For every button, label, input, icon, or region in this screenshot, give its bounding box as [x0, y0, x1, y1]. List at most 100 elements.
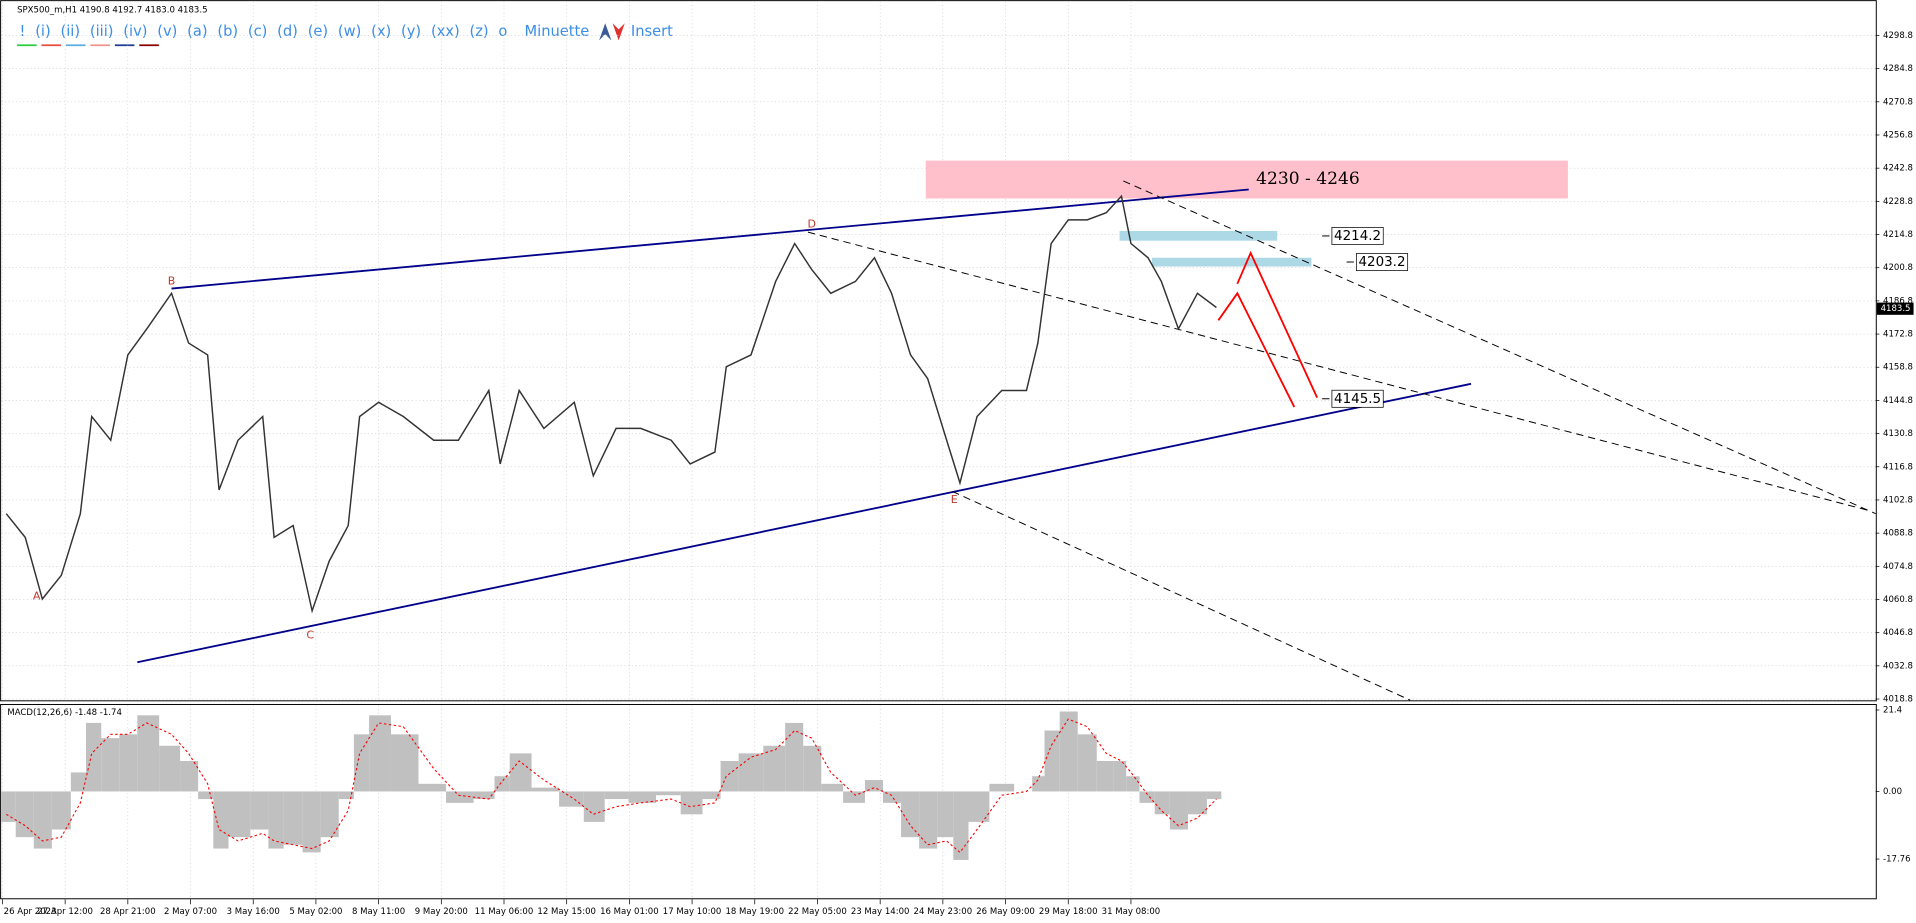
toolbar-button[interactable]: (e) [308, 23, 328, 40]
macd-bar [15, 791, 34, 838]
toolbar-button[interactable]: Minuette [525, 23, 590, 40]
macd-bar [1206, 791, 1222, 800]
macd-bar [119, 734, 138, 792]
macd-bar [1059, 711, 1078, 792]
toolbar-button[interactable]: (d) [277, 23, 298, 40]
toolbar-button[interactable]: (iii) [90, 23, 114, 40]
macd-bar [583, 791, 605, 822]
toolbar-button[interactable]: (x) [371, 23, 391, 40]
trendline [952, 490, 1411, 701]
macd-bar [390, 734, 419, 792]
level-box [1331, 227, 1384, 245]
macd-bar [494, 776, 510, 792]
toolbar-button[interactable]: (iv) [123, 23, 147, 40]
x-tick-label: 23 May 14:00 [851, 907, 910, 917]
macd-bar [509, 753, 532, 792]
toolbar-button[interactable]: ! [20, 23, 26, 40]
macd-bar [70, 772, 87, 792]
level-box [1331, 389, 1384, 408]
y-tick-label: 4172.8 [1883, 330, 1913, 340]
toolbar-button[interactable]: Insert [631, 23, 673, 40]
level-label: 4145.5 [1334, 392, 1381, 407]
wave-label: E [951, 493, 958, 506]
y-tick-label: 4242.8 [1883, 164, 1913, 174]
x-tick-label: 9 May 20:00 [415, 907, 468, 917]
x-tick-label: 22 May 05:00 [788, 907, 847, 917]
arrow-up-icon [599, 23, 612, 41]
toolbar-button[interactable]: (y) [401, 23, 421, 40]
macd-bar [198, 791, 214, 800]
wave-label: A [33, 590, 41, 603]
macd-bar [250, 791, 269, 830]
y-tick-label: 4116.8 [1883, 462, 1913, 472]
macd-bar [302, 791, 321, 853]
macd-bar [702, 791, 721, 800]
y-tick-label: 4018.8 [1883, 695, 1913, 705]
macd-bar [559, 791, 584, 807]
macd-bar [1044, 730, 1060, 792]
macd-bar [680, 791, 703, 815]
y-tick-label: 4298.8 [1883, 31, 1913, 41]
macd-bar [821, 783, 844, 792]
toolbar-button[interactable]: o [498, 23, 507, 40]
price-line [5, 194, 1217, 614]
y-tick-label: 4158.8 [1883, 363, 1913, 373]
toolbar-button[interactable]: (ii) [61, 23, 81, 40]
macd-bar [137, 715, 160, 792]
last-price-label: 4183.5 [1881, 304, 1911, 314]
toolbar-button[interactable]: (c) [248, 23, 268, 40]
macd-bar [353, 734, 370, 792]
projection [1236, 250, 1318, 398]
x-tick-label: 31 May 08:00 [1102, 907, 1161, 917]
toolbar-button[interactable]: (v) [157, 23, 177, 40]
x-tick-label: 2 May 07:00 [164, 907, 217, 917]
price-zone [1151, 257, 1312, 267]
x-tick-label: 24 May 23:00 [914, 907, 973, 917]
y-tick-label: 4046.8 [1883, 628, 1913, 638]
x-tick-label: 16 May 01:00 [600, 907, 659, 917]
x-tick-label: 26 May 09:00 [976, 907, 1035, 917]
toolbar-button[interactable]: (w) [338, 23, 361, 40]
trendline [1123, 180, 1876, 515]
macd-bar [901, 791, 920, 838]
macd-bar [268, 791, 284, 849]
y-tick-label: -17.76 [1883, 855, 1911, 865]
toolbar-button[interactable]: (b) [217, 23, 238, 40]
macd-bar [843, 791, 865, 803]
x-tick-label: 29 May 18:00 [1039, 907, 1098, 917]
macd-title: MACD(12,26,6) -1.48 -1.74 [7, 708, 122, 718]
trendline [171, 188, 1249, 290]
macd-bar [1032, 776, 1045, 792]
level-box [1355, 253, 1409, 271]
macd-bar [919, 791, 938, 849]
macd-bar [159, 745, 181, 792]
signal-line [5, 718, 1217, 854]
macd-bar [51, 791, 71, 830]
macd-bar [86, 722, 102, 792]
y-tick-label: 4074.8 [1883, 562, 1913, 572]
macd-bar [1077, 734, 1097, 792]
macd-bar [1139, 791, 1155, 803]
price-zone [925, 160, 1568, 199]
macd-bar [785, 722, 804, 792]
macd-bar [180, 760, 199, 792]
macd-bar [338, 791, 354, 800]
toolbar-button[interactable]: (xx) [431, 23, 460, 40]
y-tick-label: 4144.8 [1883, 396, 1913, 406]
x-tick-label: 5 May 02:00 [289, 907, 342, 917]
y-tick-label: 4214.8 [1883, 230, 1913, 240]
toolbar-button[interactable]: (z) [470, 23, 489, 40]
x-tick-label: 8 May 11:00 [352, 907, 405, 917]
y-tick-label: 4088.8 [1883, 529, 1913, 539]
macd-bar [418, 783, 447, 792]
y-tick-label: 4284.8 [1883, 64, 1913, 74]
y-tick-label: 4270.8 [1883, 97, 1913, 107]
x-tick-label: 11 May 06:00 [475, 907, 534, 917]
x-tick-label: 3 May 16:00 [227, 907, 280, 917]
macd-bar [1187, 791, 1207, 815]
macd-bar [1154, 791, 1170, 815]
toolbar-button[interactable]: (i) [35, 23, 51, 40]
y-tick-label: 4200.8 [1883, 263, 1913, 273]
y-tick-label: 4060.8 [1883, 595, 1913, 605]
